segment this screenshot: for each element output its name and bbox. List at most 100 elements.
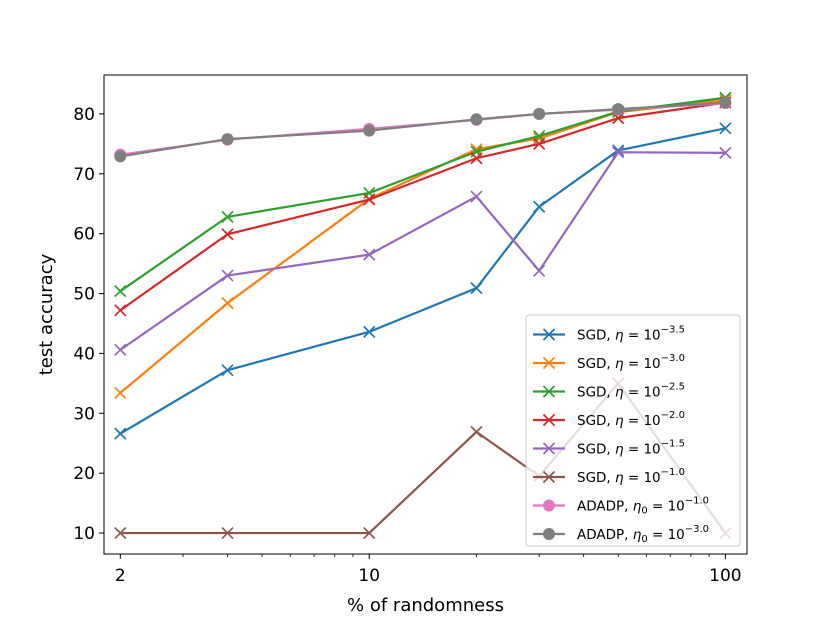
plot-frame — [103, 74, 748, 555]
legend-base: = 10 — [624, 442, 661, 458]
data-point — [612, 144, 625, 157]
data-point — [363, 325, 376, 338]
legend-exponent: −2.0 — [661, 410, 685, 421]
data-point — [470, 425, 483, 438]
legend-exponent: −1.0 — [685, 496, 709, 507]
data-point — [114, 386, 127, 400]
legend-exponent: −1.5 — [661, 439, 685, 450]
data-point — [612, 146, 625, 159]
legend-label: SGD, η = 10−3.5 — [577, 325, 685, 344]
data-point — [470, 152, 483, 165]
data-point — [470, 113, 483, 126]
legend-marker — [542, 328, 556, 341]
x-axis-title: % of randomness — [347, 595, 504, 616]
data-point — [114, 150, 127, 163]
legend-entry: ADADP, η0 = 10−1.0 — [533, 496, 709, 517]
legend-label: SGD, η = 10−1.5 — [577, 439, 685, 458]
x-tick-label: 10 — [358, 566, 380, 586]
data-point — [114, 285, 127, 298]
legend-base: = 10 — [624, 328, 661, 344]
data-point — [221, 269, 234, 282]
legend-marker — [543, 499, 555, 512]
x-tick-label: 100 — [709, 566, 741, 586]
legend-entry: SGD, η = 10−3.0 — [533, 353, 685, 372]
legend-entry: SGD, η = 10−3.5 — [533, 325, 685, 344]
y-tick-label: 60 — [73, 225, 95, 245]
legend-marker — [542, 385, 556, 398]
y-axis-title: test accuracy — [36, 253, 57, 375]
data-point — [533, 107, 546, 120]
data-point — [612, 103, 625, 116]
legend-label: SGD, η = 10−2.0 — [577, 410, 685, 429]
y-tick-label: 30 — [73, 404, 95, 424]
legend-label: ADADP, η0 = 10−3.0 — [577, 524, 709, 545]
legend-entry: SGD, η = 10−1.0 — [533, 467, 685, 486]
data-point — [114, 427, 127, 440]
x-tick-label: 2 — [115, 566, 126, 586]
legend-exponent: −3.5 — [661, 325, 685, 336]
legend-marker — [542, 356, 556, 370]
data-point — [533, 264, 546, 277]
legend-marker — [543, 528, 555, 540]
series-layer — [114, 91, 732, 540]
legend-label: SGD, η = 10−1.0 — [577, 467, 685, 486]
legend-base: = 10 — [624, 356, 661, 372]
data-point — [719, 146, 732, 159]
y-tick-label: 80 — [73, 105, 95, 125]
data-point — [221, 133, 234, 146]
legend-box — [525, 314, 741, 547]
data-point — [221, 526, 234, 540]
data-point — [114, 304, 127, 317]
legend-symbol: η — [633, 499, 642, 515]
legend-base: = 10 — [648, 499, 685, 515]
data-point — [719, 122, 732, 135]
legend-prefix: ADADP, — [577, 527, 633, 543]
legend-base: = 10 — [624, 413, 661, 429]
series-1 — [114, 122, 732, 440]
y-tick-label: 20 — [73, 464, 95, 484]
y-tick-label: 10 — [73, 524, 95, 544]
legend-marker — [542, 470, 556, 484]
legend-symbol: η — [615, 413, 624, 429]
data-point — [221, 364, 234, 377]
data-point — [221, 297, 234, 310]
data-point — [719, 96, 732, 109]
data-point — [114, 526, 127, 540]
legend-label: SGD, η = 10−3.0 — [577, 353, 685, 372]
legend-prefix: ADADP, — [577, 499, 633, 515]
legend-subscript: 0 — [641, 506, 647, 517]
data-point — [221, 228, 234, 241]
y-tick-label: 50 — [73, 285, 95, 305]
legend-prefix: SGD, — [577, 413, 615, 429]
legend-symbol: η — [615, 356, 624, 372]
legend-entry: SGD, η = 10−1.5 — [533, 439, 685, 458]
legend-prefix: SGD, — [577, 328, 615, 344]
data-point — [363, 124, 376, 137]
legend-base: = 10 — [648, 527, 685, 543]
legend-symbol: η — [615, 442, 624, 458]
legend-exponent: −3.0 — [661, 353, 685, 364]
legend-exponent: −2.5 — [661, 382, 685, 393]
legend-entry: SGD, η = 10−2.5 — [533, 382, 685, 401]
legend-base: = 10 — [624, 470, 661, 486]
y-tick-label: 40 — [73, 344, 95, 364]
legend-exponent: −3.0 — [685, 524, 709, 535]
series-8 — [114, 96, 732, 163]
legend-entry: ADADP, η0 = 10−3.0 — [533, 524, 709, 545]
legend-symbol: η — [615, 328, 624, 344]
data-point — [114, 343, 127, 356]
legend-label: SGD, η = 10−2.5 — [577, 382, 685, 401]
legend-subscript: 0 — [641, 534, 647, 545]
data-point — [363, 526, 376, 540]
legend-symbol: η — [615, 470, 624, 486]
legend-marker — [542, 413, 556, 427]
data-point — [533, 137, 546, 150]
data-point — [363, 248, 376, 261]
data-point — [470, 282, 483, 295]
legend-prefix: SGD, — [577, 470, 615, 486]
legend-label: ADADP, η0 = 10−1.0 — [577, 496, 709, 517]
legend-marker — [542, 442, 556, 455]
legend-prefix: SGD, — [577, 356, 615, 372]
